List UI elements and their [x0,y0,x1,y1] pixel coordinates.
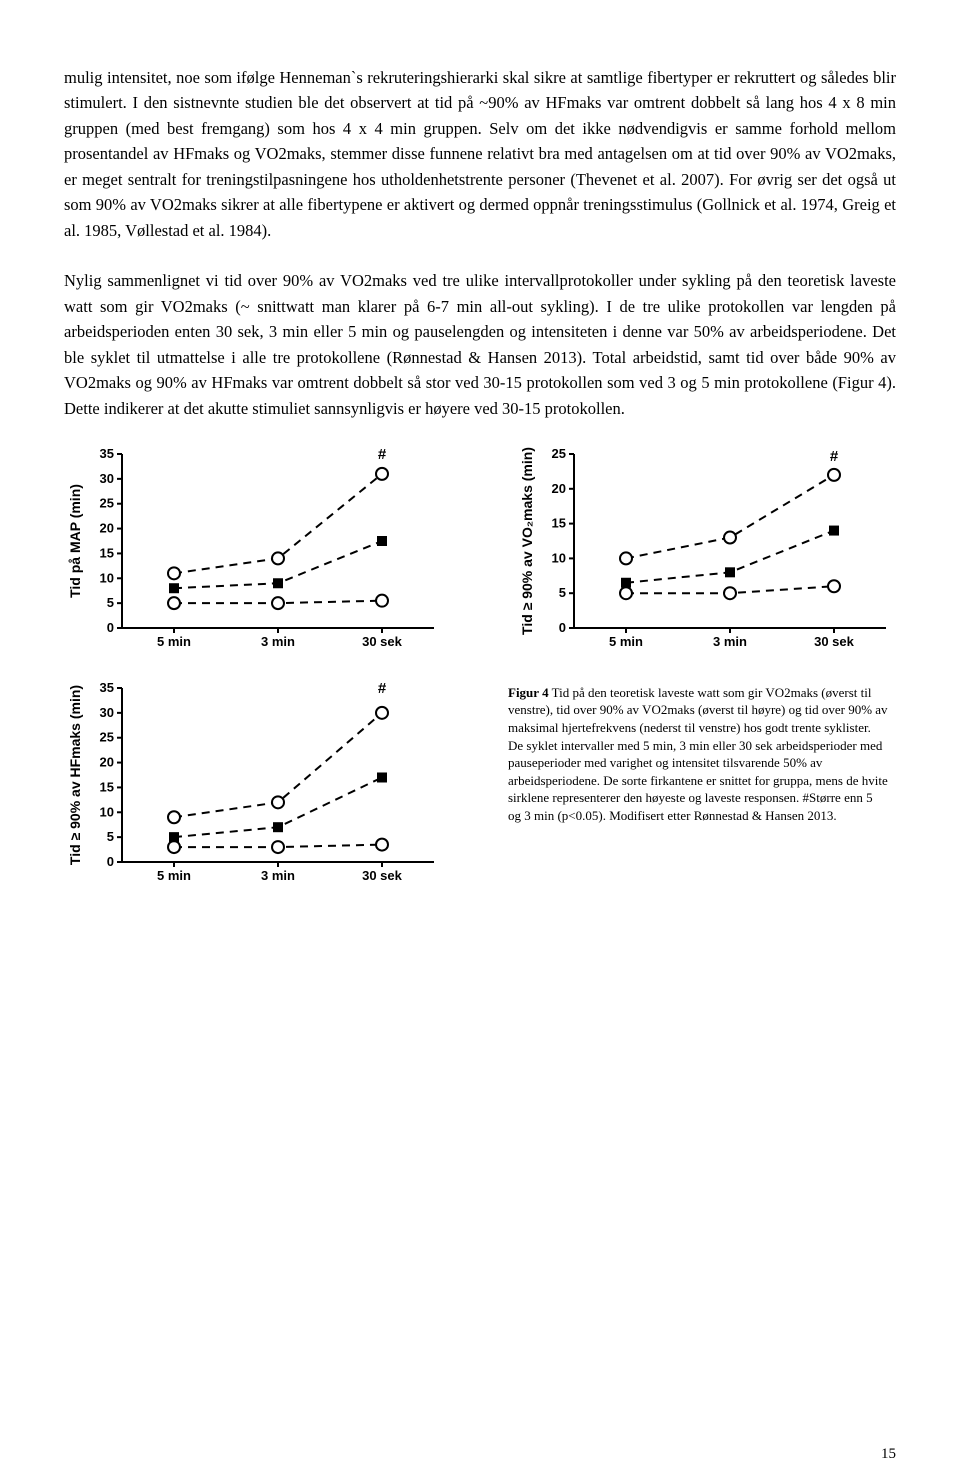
svg-text:0: 0 [559,620,566,635]
svg-text:35: 35 [100,680,114,695]
charts-top-row: 0 5 10 15 20 25 30 35 5 min 3 min 30 sek Tid på MAP… [64,446,896,668]
svg-text:10: 10 [552,551,566,566]
svg-text:5 min: 5 min [157,634,191,649]
svg-text:3 min: 3 min [261,634,295,649]
svg-text:15: 15 [100,779,114,794]
svg-text:#: # [830,448,839,465]
page-number: 15 [881,1443,896,1466]
svg-text:20: 20 [100,521,114,536]
svg-text:0: 0 [107,854,114,869]
svg-text:#: # [378,446,387,463]
svg-text:10: 10 [100,571,114,586]
svg-text:30 sek: 30 sek [362,868,403,883]
chart-map: 0 5 10 15 20 25 30 35 5 min 3 min 30 sek Tid på MAP… [64,446,444,664]
figure-caption: Figur 4 Tid på den teoretisk laveste wat… [500,680,896,902]
svg-text:15: 15 [100,546,114,561]
charts-bottom-row: 0 5 10 15 20 25 30 35 5 min 3 min 30 sek Tid ≥ 90% … [64,680,896,902]
svg-text:Tid ≥ 90% av HFmaks (min): Tid ≥ 90% av HFmaks (min) [67,685,83,865]
svg-text:10: 10 [100,804,114,819]
svg-text:25: 25 [552,446,566,461]
svg-text:25: 25 [100,730,114,745]
chart-hf: 0 5 10 15 20 25 30 35 5 min 3 min 30 sek Tid ≥ 90% … [64,680,444,898]
svg-text:3 min: 3 min [713,634,747,649]
svg-text:Tid ≥ 90% av VO₂maks (min): Tid ≥ 90% av VO₂maks (min) [519,447,535,635]
svg-text:25: 25 [100,496,114,511]
svg-text:30 sek: 30 sek [814,634,855,649]
svg-text:Tid på MAP (min): Tid på MAP (min) [67,484,83,598]
svg-text:5 min: 5 min [609,634,643,649]
svg-text:30: 30 [100,705,114,720]
paragraph-2: Nylig sammenlignet vi tid over 90% av VO… [64,268,896,421]
svg-text:5: 5 [107,595,114,610]
paragraph-1: mulig intensitet, noe som ifølge Hennema… [64,65,896,244]
caption-label: Figur 4 [508,685,549,700]
svg-text:20: 20 [552,481,566,496]
svg-text:30: 30 [100,471,114,486]
svg-text:5: 5 [107,829,114,844]
svg-text:0: 0 [107,620,114,635]
svg-text:15: 15 [552,516,566,531]
svg-text:5: 5 [559,586,566,601]
svg-text:3 min: 3 min [261,868,295,883]
svg-text:35: 35 [100,446,114,461]
svg-text:30 sek: 30 sek [362,634,403,649]
chart-vo2: 0 5 10 15 20 25 5 min 3 min 30 sek Tid ≥ 90% av V… [516,446,896,664]
caption-body: Tid på den teoretisk laveste watt som gi… [508,685,888,823]
svg-text:5 min: 5 min [157,868,191,883]
svg-text:#: # [378,680,387,697]
svg-text:20: 20 [100,754,114,769]
